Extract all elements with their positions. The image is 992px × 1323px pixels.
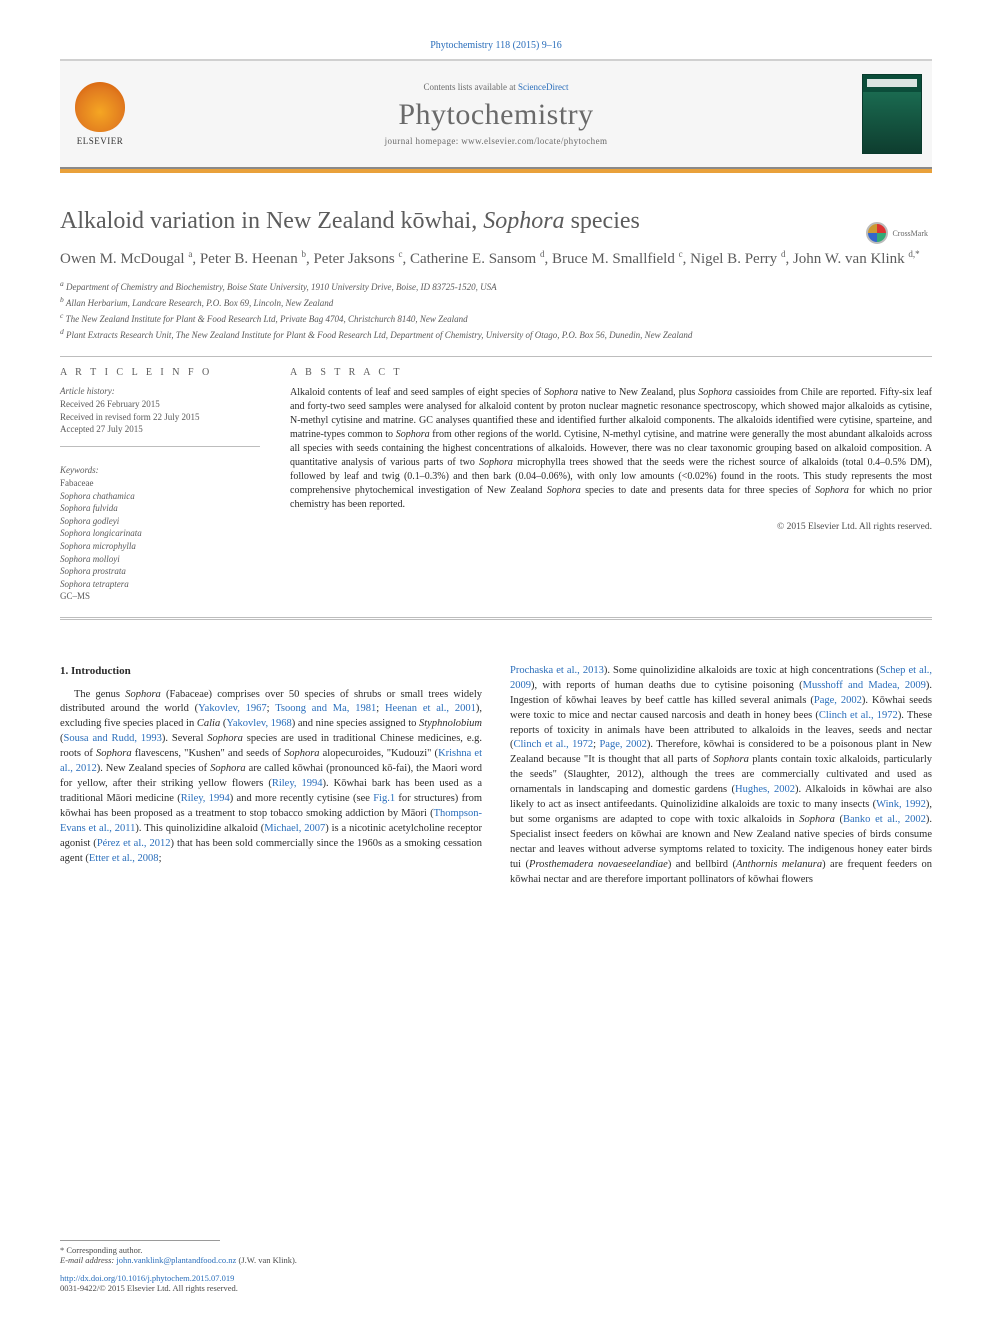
journal-homepage-line: journal homepage: www.elsevier.com/locat… xyxy=(385,136,608,146)
affiliations: a Department of Chemistry and Biochemist… xyxy=(60,279,932,342)
body-column-left: 1. Introduction The genus Sophora (Fabac… xyxy=(60,664,482,888)
article-title: Alkaloid variation in New Zealand kōwhai… xyxy=(60,207,932,236)
keyword: Sophora molloyi xyxy=(60,553,260,566)
section-1-heading: 1. Introduction xyxy=(60,664,482,680)
footer-rule xyxy=(60,1240,220,1241)
journal-cover-thumbnail xyxy=(862,74,922,154)
keywords-label: Keywords: xyxy=(60,465,260,475)
keyword: Sophora chathamica xyxy=(60,490,260,503)
body-col2-para: Prochaska et al., 2013). Some quinolizid… xyxy=(510,664,932,888)
info-left-rule xyxy=(60,446,260,447)
issn-line: 0031-9422/© 2015 Elsevier Ltd. All right… xyxy=(60,1283,932,1293)
keywords-list: FabaceaeSophora chathamicaSophora fulvid… xyxy=(60,477,260,603)
article-title-species: Sophora xyxy=(483,208,564,234)
abstract-bottom-rule xyxy=(60,617,932,620)
keyword: Sophora microphylla xyxy=(60,540,260,553)
author: Peter B. Heenan b xyxy=(200,251,306,267)
affiliation-line: a Department of Chemistry and Biochemist… xyxy=(60,279,932,294)
history-line: Received 26 February 2015 xyxy=(60,398,260,411)
contents-prefix: Contents lists available at xyxy=(424,82,518,92)
crossmark-badge-group[interactable]: CrossMark xyxy=(866,222,928,244)
keyword: Fabaceae xyxy=(60,477,260,490)
email-tail: (J.W. van Klink). xyxy=(236,1255,297,1265)
article-info-block: A R T I C L E I N F O Article history: R… xyxy=(60,367,260,603)
keyword: Sophora fulvida xyxy=(60,502,260,515)
history-line: Accepted 27 July 2015 xyxy=(60,423,260,436)
info-top-rule xyxy=(60,356,932,357)
affiliation-line: c The New Zealand Institute for Plant & … xyxy=(60,311,932,326)
abstract-text: Alkaloid contents of leaf and seed sampl… xyxy=(290,386,932,512)
author-list: Owen M. McDougal a, Peter B. Heenan b, P… xyxy=(60,248,932,269)
article-title-suffix: species xyxy=(565,208,640,234)
corresponding-author-note: * Corresponding author. xyxy=(60,1245,932,1255)
author: Owen M. McDougal a xyxy=(60,251,192,267)
corresponding-email-line: E-mail address: john.vanklink@plantandfo… xyxy=(60,1255,932,1265)
author: Nigel B. Perry d xyxy=(690,251,785,267)
crossmark-icon xyxy=(866,222,888,244)
article-history-lines: Received 26 February 2015Received in rev… xyxy=(60,398,260,436)
keyword: GC–MS xyxy=(60,590,260,603)
article-info-heading: A R T I C L E I N F O xyxy=(60,367,260,378)
keyword: Sophora godleyi xyxy=(60,515,260,528)
history-line: Received in revised form 22 July 2015 xyxy=(60,411,260,424)
author: John W. van Klink d,* xyxy=(793,251,920,267)
abstract-block: A B S T R A C T Alkaloid contents of lea… xyxy=(290,367,932,603)
publisher-logo-block: ELSEVIER xyxy=(60,61,140,167)
crossmark-label: CrossMark xyxy=(892,229,928,238)
masthead-bottom-rule xyxy=(60,169,932,173)
abstract-heading: A B S T R A C T xyxy=(290,367,932,378)
body-col1-para: The genus Sophora (Fabaceae) comprises o… xyxy=(60,688,482,867)
elsevier-tree-icon xyxy=(75,82,125,132)
author: Bruce M. Smallfield c xyxy=(552,251,683,267)
doi-link[interactable]: http://dx.doi.org/10.1016/j.phytochem.20… xyxy=(60,1273,932,1283)
keyword: Sophora prostrata xyxy=(60,565,260,578)
author: Catherine E. Sansom d xyxy=(410,251,544,267)
contents-available-line: Contents lists available at ScienceDirec… xyxy=(424,82,569,92)
affiliation-line: b Allan Herbarium, Landcare Research, P.… xyxy=(60,295,932,310)
body-column-right: Prochaska et al., 2013). Some quinolizid… xyxy=(510,664,932,888)
email-label: E-mail address: xyxy=(60,1255,116,1265)
keyword: Sophora longicarinata xyxy=(60,527,260,540)
article-title-prefix: Alkaloid variation in New Zealand kōwhai… xyxy=(60,208,483,234)
journal-name: Phytochemistry xyxy=(398,98,593,132)
top-citation: Phytochemistry 118 (2015) 9–16 xyxy=(60,40,932,51)
article-history-label: Article history: xyxy=(60,386,260,396)
corresponding-email[interactable]: john.vanklink@plantandfood.co.nz xyxy=(116,1255,236,1265)
affiliation-line: d Plant Extracts Research Unit, The New … xyxy=(60,327,932,342)
journal-masthead: ELSEVIER Contents lists available at Sci… xyxy=(60,59,932,169)
abstract-copyright: © 2015 Elsevier Ltd. All rights reserved… xyxy=(290,522,932,532)
sciencedirect-link[interactable]: ScienceDirect xyxy=(518,82,568,92)
author: Peter Jaksons c xyxy=(313,251,402,267)
page-footer: * Corresponding author. E-mail address: … xyxy=(60,1240,932,1293)
publisher-name: ELSEVIER xyxy=(77,136,124,146)
keyword: Sophora tetraptera xyxy=(60,578,260,591)
